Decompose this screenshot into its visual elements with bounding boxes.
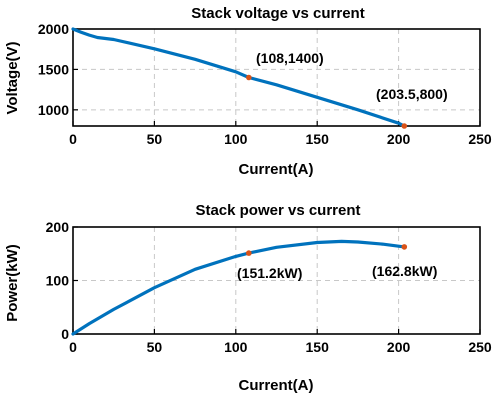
power-annotation-1: (151.2kW) <box>237 265 302 281</box>
power-ticks: 0 50 100 150 200 250 0 100 200 <box>46 219 492 355</box>
power-y-axis-label: Power(kW) <box>4 244 21 322</box>
voltage-plot-frame <box>72 28 481 127</box>
voltage-annotation-1: (108,1400) <box>256 50 324 66</box>
power-y-tick-label: 200 <box>46 219 70 235</box>
voltage-x-tick-label: 0 <box>69 131 77 147</box>
voltage-x-tick-label: 200 <box>387 131 411 147</box>
power-y-tick-label: 0 <box>61 326 69 342</box>
power-x-tick-label: 250 <box>468 339 492 355</box>
voltage-x-tick-label: 150 <box>306 131 330 147</box>
power-x-tick-label: 150 <box>306 339 330 355</box>
power-series <box>71 239 408 336</box>
power-series-line <box>71 239 406 336</box>
power-data-marker <box>246 250 252 256</box>
voltage-data-marker <box>401 123 408 129</box>
voltage-x-axis-label: Current(A) <box>239 161 314 178</box>
power-y-tick-label: 100 <box>46 273 70 289</box>
power-x-tick-label: 200 <box>387 339 411 355</box>
voltage-series <box>71 27 408 129</box>
voltage-y-axis-label: Voltage(V) <box>4 41 21 114</box>
voltage-x-tick-label: 50 <box>147 131 163 147</box>
power-x-tick-label: 50 <box>147 339 163 355</box>
voltage-chart: Stack voltage vs current 0 50 100 150 200 250… <box>4 5 492 178</box>
power-x-tick-label: 100 <box>224 339 248 355</box>
voltage-chart-title: Stack voltage vs current <box>191 5 364 22</box>
voltage-y-tick-label: 2000 <box>38 21 69 37</box>
power-gridlines <box>73 227 480 334</box>
power-annotation-2: (162.8kW) <box>372 263 437 279</box>
voltage-series-line <box>71 27 406 128</box>
voltage-data-marker <box>246 74 252 81</box>
power-x-axis-label: Current(A) <box>239 377 314 394</box>
voltage-gridlines <box>73 29 480 126</box>
power-chart-title: Stack power vs current <box>195 202 360 219</box>
power-chart: Stack power vs current 0 50 100 150 200 250 0 1… <box>4 202 492 394</box>
power-x-tick-label: 0 <box>69 339 77 355</box>
voltage-y-tick-label: 1500 <box>38 61 69 77</box>
voltage-x-tick-label: 250 <box>468 131 492 147</box>
power-data-marker <box>401 244 408 250</box>
voltage-annotation-2: (203.5,800) <box>376 86 448 102</box>
voltage-y-tick-label: 1000 <box>38 102 69 118</box>
voltage-x-tick-label: 100 <box>224 131 248 147</box>
voltage-ticks: 0 50 100 150 200 250 1000 1500 2000 <box>38 21 492 147</box>
